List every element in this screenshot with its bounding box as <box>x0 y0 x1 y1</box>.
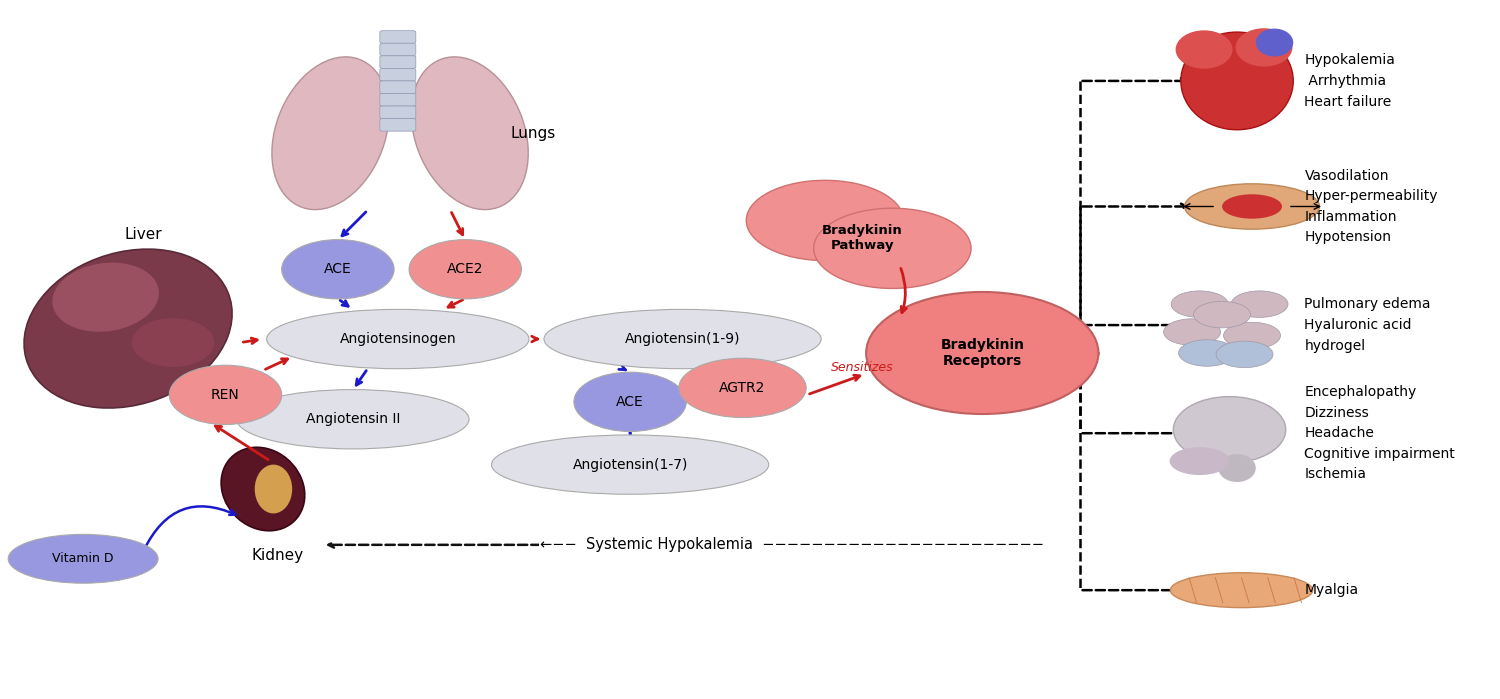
Ellipse shape <box>170 365 282 424</box>
Text: ACE2: ACE2 <box>447 262 483 276</box>
FancyBboxPatch shape <box>380 31 416 43</box>
Ellipse shape <box>544 310 820 368</box>
Text: Angiotensin II: Angiotensin II <box>306 412 401 426</box>
Ellipse shape <box>1179 340 1236 366</box>
Text: REN: REN <box>211 388 240 402</box>
Ellipse shape <box>282 240 394 299</box>
Ellipse shape <box>813 208 970 289</box>
Text: Hypokalemia
 Arrhythmia
Heart failure: Hypokalemia Arrhythmia Heart failure <box>1305 53 1395 108</box>
Text: Lungs: Lungs <box>510 126 555 140</box>
Text: Kidney: Kidney <box>252 548 305 563</box>
Text: Liver: Liver <box>124 227 162 243</box>
Ellipse shape <box>1222 194 1282 219</box>
Text: Vitamin D: Vitamin D <box>53 552 114 565</box>
Text: Vasodilation
Hyper-permeability
Inflammation
Hypotension: Vasodilation Hyper-permeability Inflamma… <box>1305 168 1438 245</box>
Ellipse shape <box>574 372 687 431</box>
Ellipse shape <box>1172 291 1228 317</box>
Ellipse shape <box>411 57 528 210</box>
Text: ACE: ACE <box>324 262 352 276</box>
Text: Pulmonary edema
Hyaluronic acid
hydrogel: Pulmonary edema Hyaluronic acid hydrogel <box>1305 298 1431 353</box>
Text: Bradykinin
Pathway: Bradykinin Pathway <box>822 224 903 252</box>
Text: ACE: ACE <box>616 395 644 409</box>
Ellipse shape <box>132 318 214 367</box>
Ellipse shape <box>1236 28 1293 66</box>
Ellipse shape <box>1176 30 1233 69</box>
Ellipse shape <box>8 534 158 583</box>
Text: Angiotensin(1-9): Angiotensin(1-9) <box>626 332 741 346</box>
Ellipse shape <box>865 292 1098 414</box>
Text: Myalgia: Myalgia <box>1305 583 1359 597</box>
Ellipse shape <box>24 249 233 408</box>
Ellipse shape <box>747 180 903 261</box>
Text: Angiotensin(1-7): Angiotensin(1-7) <box>573 458 688 472</box>
FancyBboxPatch shape <box>380 69 416 81</box>
Text: Sensitizes: Sensitizes <box>831 361 894 374</box>
Ellipse shape <box>492 435 768 494</box>
Ellipse shape <box>255 465 292 514</box>
Text: AGTR2: AGTR2 <box>720 381 765 395</box>
Ellipse shape <box>1170 572 1312 607</box>
Ellipse shape <box>237 389 470 449</box>
Ellipse shape <box>1170 447 1230 475</box>
Ellipse shape <box>1224 322 1281 349</box>
FancyBboxPatch shape <box>380 106 416 119</box>
Ellipse shape <box>272 57 388 210</box>
Ellipse shape <box>1164 319 1221 345</box>
Ellipse shape <box>1216 341 1274 368</box>
Ellipse shape <box>1232 291 1288 317</box>
Ellipse shape <box>1180 32 1293 130</box>
FancyBboxPatch shape <box>380 56 416 69</box>
FancyBboxPatch shape <box>380 81 416 94</box>
Text: ←−−  Systemic Hypokalemia  −−−−−−−−−−−−−−−−−−−−−−−: ←−− Systemic Hypokalemia −−−−−−−−−−−−−−−… <box>540 538 1044 552</box>
FancyBboxPatch shape <box>380 43 416 56</box>
FancyBboxPatch shape <box>380 119 416 131</box>
Text: Encephalopathy
Dizziness
Headache
Cognitive impairment
Ischemia: Encephalopathy Dizziness Headache Cognit… <box>1305 385 1455 482</box>
Ellipse shape <box>1173 396 1286 463</box>
Ellipse shape <box>1194 301 1251 328</box>
Ellipse shape <box>1185 184 1320 229</box>
Ellipse shape <box>220 447 304 531</box>
Text: Angiotensinogen: Angiotensinogen <box>339 332 456 346</box>
Text: Bradykinin
Receptors: Bradykinin Receptors <box>940 338 1024 368</box>
Ellipse shape <box>410 240 522 299</box>
FancyBboxPatch shape <box>380 94 416 106</box>
Ellipse shape <box>267 310 530 368</box>
Ellipse shape <box>1256 29 1293 57</box>
Ellipse shape <box>680 358 806 417</box>
Ellipse shape <box>1218 454 1255 482</box>
Ellipse shape <box>53 263 159 332</box>
